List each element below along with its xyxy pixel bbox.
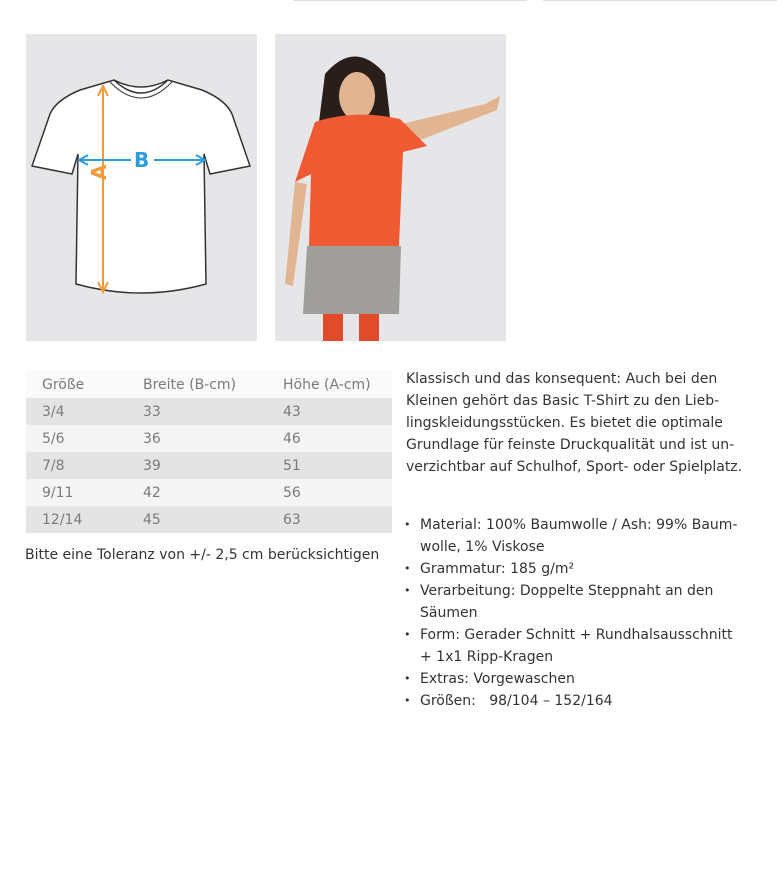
divider [543, 0, 777, 1]
cell: 42 [143, 479, 283, 506]
label-a: A [87, 164, 111, 180]
table-row: 5/6 36 46 [26, 425, 392, 452]
description-line: Kleinen gehört das Basic T-Shirt zu den … [406, 393, 720, 409]
cell: 46 [283, 425, 392, 452]
feature-item: Material: 100% Baumwolle / Ash: 99% Baum… [404, 514, 737, 558]
product-description: Klassisch und das konsequent: Auch bei d… [406, 368, 766, 478]
feature-item: Grammatur: 185 g/m² [404, 558, 737, 580]
tolerance-note: Bitte eine Toleranz von +/- 2,5 cm berüc… [25, 547, 380, 563]
feature-list: Material: 100% Baumwolle / Ash: 99% Baum… [404, 514, 737, 712]
model-photo [275, 34, 506, 341]
table-row: 7/8 39 51 [26, 452, 392, 479]
feature-item: Form: Gerader Schnitt + Rundhalsausschni… [404, 624, 737, 668]
tshirt-outline [31, 79, 251, 294]
header-height: Höhe (A-cm) [283, 371, 392, 398]
feature-item: Verarbeitung: Doppelte Steppnaht an denS… [404, 580, 737, 624]
size-table: Größe Breite (B-cm) Höhe (A-cm) 3/4 33 43 … [26, 371, 392, 533]
cell: 3/4 [26, 398, 143, 425]
description-line: verzichtbar auf Schulhof, Sport- oder Sp… [406, 459, 743, 475]
header-size: Größe [26, 371, 143, 398]
cell: 43 [283, 398, 392, 425]
table-row: 9/11 42 56 [26, 479, 392, 506]
table-header: Größe Breite (B-cm) Höhe (A-cm) [26, 371, 392, 398]
feature-item: Größen: 98/104 – 152/164 [404, 690, 737, 712]
cell: 7/8 [26, 452, 143, 479]
label-b: B [134, 148, 149, 172]
table-row: 3/4 33 43 [26, 398, 392, 425]
size-diagram-image: A B [26, 34, 257, 341]
description-line: Klassisch und das konsequent: Auch bei d… [406, 371, 718, 387]
description-line: Grundlage für feinste Druckqualität und … [406, 437, 735, 453]
cell: 5/6 [26, 425, 143, 452]
table-row: 12/14 45 63 [26, 506, 392, 533]
cell: 9/11 [26, 479, 143, 506]
feature-item: Extras: Vorgewaschen [404, 668, 737, 690]
cell: 39 [143, 452, 283, 479]
divider [293, 0, 527, 1]
description-line: lingskleidungsstücken. Es bietet die opt… [406, 415, 723, 431]
cell: 51 [283, 452, 392, 479]
cell: 63 [283, 506, 392, 533]
cell: 12/14 [26, 506, 143, 533]
cell: 36 [143, 425, 283, 452]
cell: 33 [143, 398, 283, 425]
header-width: Breite (B-cm) [143, 371, 283, 398]
cell: 45 [143, 506, 283, 533]
cell: 56 [283, 479, 392, 506]
